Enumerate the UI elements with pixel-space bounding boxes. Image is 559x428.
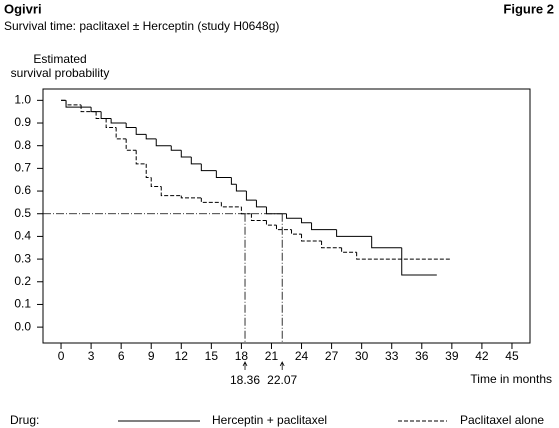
y-tick-label: 0.4 bbox=[14, 229, 31, 243]
survival-step bbox=[150, 177, 162, 188]
x-tick-label: 12 bbox=[175, 349, 189, 363]
survival-step bbox=[170, 145, 182, 151]
legend-label: Paclitaxel alone bbox=[460, 413, 544, 427]
y-tick-label: 0.6 bbox=[14, 183, 31, 197]
survival-step bbox=[65, 100, 92, 108]
survival-step bbox=[180, 150, 192, 158]
survival-step bbox=[275, 225, 292, 231]
median-arrow bbox=[242, 361, 248, 370]
survival-step bbox=[105, 118, 117, 129]
survival-step bbox=[200, 163, 217, 172]
survival-step bbox=[110, 118, 127, 124]
survival-step bbox=[135, 127, 147, 135]
x-tick-label: 33 bbox=[385, 349, 399, 363]
survival-step bbox=[401, 247, 437, 276]
survival-step bbox=[311, 222, 337, 231]
x-tick-label: 45 bbox=[505, 349, 519, 363]
y-tick-label: 1.0 bbox=[14, 93, 31, 107]
survival-step bbox=[301, 234, 322, 242]
plot-frame bbox=[42, 88, 531, 344]
figure-label: Figure 2 bbox=[503, 1, 554, 16]
survival-step bbox=[371, 236, 402, 249]
x-tick-label: 0 bbox=[58, 349, 65, 363]
survival-step bbox=[286, 213, 302, 219]
survival-step bbox=[250, 213, 267, 222]
survival-step bbox=[90, 107, 102, 113]
survival-step bbox=[230, 177, 237, 185]
survival-step bbox=[155, 138, 172, 147]
survival-step bbox=[220, 202, 242, 208]
x-tick-label: 9 bbox=[148, 349, 155, 363]
y-tick-label: 0.1 bbox=[14, 297, 31, 311]
y-axis-label: survival probability bbox=[11, 66, 110, 80]
y-axis-label: Estimated bbox=[33, 52, 86, 66]
product-name: Ogivri bbox=[4, 1, 42, 16]
survival-step bbox=[240, 206, 252, 215]
survival-step bbox=[135, 150, 147, 165]
survival-step bbox=[160, 186, 182, 197]
y-tick-label: 0.2 bbox=[14, 274, 31, 288]
survival-step bbox=[125, 123, 137, 129]
survival-step bbox=[145, 163, 152, 178]
survival-step bbox=[125, 138, 137, 151]
survival-step bbox=[115, 127, 127, 140]
median-label: 18.36 bbox=[230, 373, 260, 387]
survival-step bbox=[321, 240, 342, 249]
survival-step bbox=[265, 206, 287, 215]
survival-step bbox=[356, 252, 452, 260]
survival-step bbox=[180, 195, 202, 199]
survival-step bbox=[65, 100, 82, 106]
survival-step bbox=[255, 200, 267, 208]
survival-step bbox=[190, 157, 202, 165]
x-tick-label: 30 bbox=[355, 349, 369, 363]
survival-step bbox=[301, 218, 312, 224]
y-tick-label: 0.7 bbox=[14, 161, 31, 175]
survival-step bbox=[145, 134, 157, 140]
median-label: 22.07 bbox=[267, 373, 297, 387]
survival-step bbox=[336, 229, 372, 237]
survival-step bbox=[95, 111, 107, 119]
y-tick-label: 0.3 bbox=[14, 251, 31, 265]
x-tick-label: 6 bbox=[118, 349, 125, 363]
y-tick-label: 0.8 bbox=[14, 138, 31, 152]
x-tick-label: 3 bbox=[88, 349, 95, 363]
x-tick-label: 21 bbox=[265, 349, 279, 363]
survival-step bbox=[291, 229, 302, 235]
x-tick-label: 36 bbox=[415, 349, 429, 363]
survival-step bbox=[341, 247, 357, 253]
y-tick-label: 0.5 bbox=[14, 206, 31, 220]
legend-title: Drug: bbox=[10, 413, 39, 427]
x-axis-label: Time in months bbox=[470, 372, 552, 386]
x-tick-label: 24 bbox=[295, 349, 309, 363]
y-tick-label: 0.9 bbox=[14, 115, 31, 129]
survival-step bbox=[215, 170, 232, 178]
survival-step bbox=[80, 104, 97, 113]
median-arrow bbox=[279, 361, 285, 370]
x-tick-label: 27 bbox=[325, 349, 339, 363]
survival-step bbox=[265, 220, 277, 226]
x-tick-label: 39 bbox=[445, 349, 459, 363]
y-tick-label: 0.0 bbox=[14, 319, 31, 333]
survival-step bbox=[235, 184, 247, 192]
chart-title: Survival time: paclitaxel ± Herceptin (s… bbox=[4, 19, 279, 33]
legend-label: Herceptin + paclitaxel bbox=[212, 413, 327, 427]
x-tick-label: 42 bbox=[475, 349, 489, 363]
survival-step bbox=[245, 191, 257, 201]
survival-step bbox=[100, 111, 112, 119]
x-tick-label: 15 bbox=[205, 349, 219, 363]
survival-step bbox=[200, 197, 222, 203]
x-tick-label: 18 bbox=[235, 349, 249, 363]
